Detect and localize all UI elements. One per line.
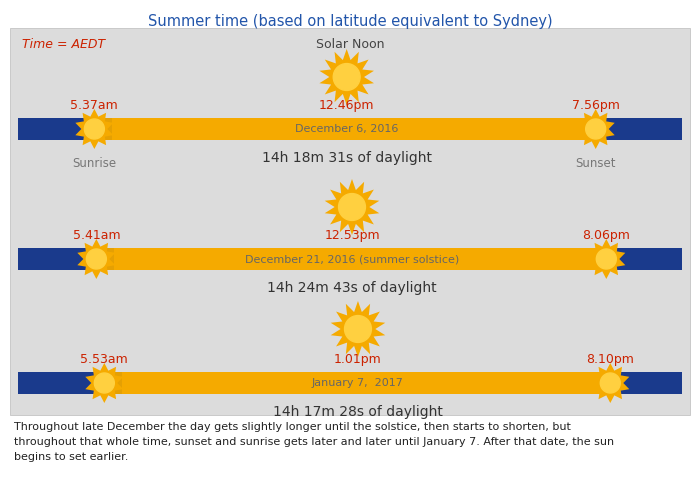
Text: 14h 17m 28s of daylight: 14h 17m 28s of daylight <box>273 405 443 419</box>
Circle shape <box>339 193 365 221</box>
Text: 5.37am: 5.37am <box>71 99 118 112</box>
Circle shape <box>86 249 106 269</box>
Text: Solar Noon: Solar Noon <box>316 38 384 51</box>
Text: 14h 24m 43s of daylight: 14h 24m 43s of daylight <box>267 281 437 295</box>
Polygon shape <box>325 179 379 235</box>
Text: 5.41am: 5.41am <box>73 229 120 242</box>
Text: December 21, 2016 (summer solstice): December 21, 2016 (summer solstice) <box>245 254 459 264</box>
Polygon shape <box>577 109 615 149</box>
Circle shape <box>344 315 372 343</box>
Bar <box>94 118 596 140</box>
Circle shape <box>94 373 114 393</box>
Polygon shape <box>77 239 116 279</box>
Text: December 6, 2016: December 6, 2016 <box>295 124 398 134</box>
Circle shape <box>85 119 104 139</box>
Polygon shape <box>592 363 629 403</box>
Text: Summer time (based on latitude equivalent to Sydney): Summer time (based on latitude equivalen… <box>148 14 552 29</box>
Polygon shape <box>85 363 123 403</box>
Bar <box>10 28 690 415</box>
Circle shape <box>596 249 616 269</box>
Bar <box>18 372 682 394</box>
Text: January 7,  2017: January 7, 2017 <box>312 378 404 388</box>
Bar <box>104 372 610 394</box>
Circle shape <box>601 373 620 393</box>
Polygon shape <box>319 49 374 105</box>
Polygon shape <box>97 248 114 270</box>
Text: Sunset: Sunset <box>575 157 616 170</box>
Polygon shape <box>330 301 385 357</box>
Bar <box>97 248 606 270</box>
Circle shape <box>586 119 606 139</box>
Text: 5.53am: 5.53am <box>80 353 128 366</box>
Text: 12.46pm: 12.46pm <box>319 99 374 112</box>
Text: 14h 18m 31s of daylight: 14h 18m 31s of daylight <box>262 151 432 165</box>
Text: 12.53pm: 12.53pm <box>324 229 380 242</box>
Text: Throughout late December the day gets slightly longer until the solstice, then s: Throughout late December the day gets sl… <box>14 422 614 462</box>
Text: 8.10pm: 8.10pm <box>587 353 634 366</box>
Text: 7.56pm: 7.56pm <box>572 99 620 112</box>
Polygon shape <box>587 239 625 279</box>
Polygon shape <box>94 118 113 140</box>
Polygon shape <box>104 372 122 394</box>
Text: 8.06pm: 8.06pm <box>582 229 630 242</box>
Text: 1.01pm: 1.01pm <box>334 353 382 366</box>
Circle shape <box>333 64 360 90</box>
Text: Sunrise: Sunrise <box>72 157 116 170</box>
Bar <box>18 118 682 140</box>
Text: Time = AEDT: Time = AEDT <box>22 38 105 51</box>
Polygon shape <box>76 109 113 149</box>
Bar <box>18 248 682 270</box>
